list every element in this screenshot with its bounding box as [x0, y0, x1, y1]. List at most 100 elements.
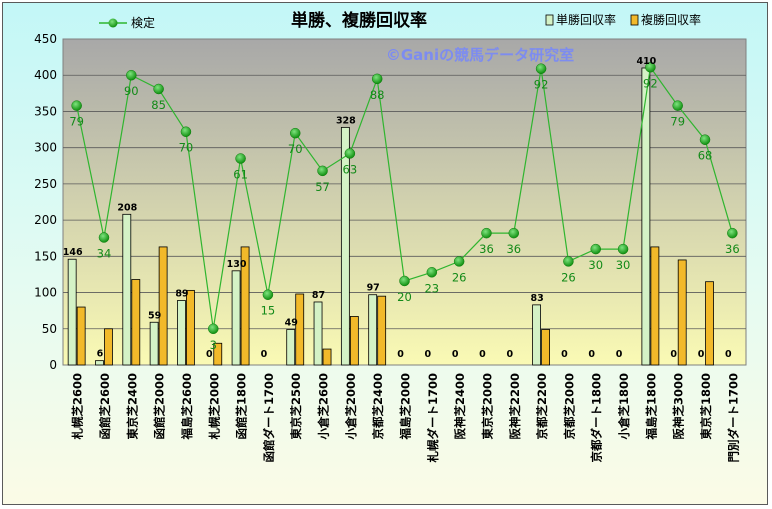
kentei-marker	[208, 323, 219, 335]
y-axis: 0 50 100 150 200 250 300 350 400 450	[34, 32, 57, 372]
x-tick-label: 福島芝2600	[180, 373, 194, 441]
bar-fukusho	[104, 328, 113, 366]
bar-value-label: 328	[336, 115, 356, 126]
bar-value-label: 130	[227, 259, 247, 270]
bar-value-label: 89	[175, 289, 188, 300]
kentei-marker	[153, 83, 164, 95]
x-tick-label: 小倉芝2600	[317, 373, 331, 441]
bar-value-label: 87	[312, 290, 325, 301]
kentei-value-label: 63	[343, 162, 358, 176]
bar-tansho	[368, 294, 378, 366]
legend-label-tansho: 単勝回収率	[556, 12, 616, 27]
kentei-marker	[289, 127, 301, 139]
bar-fukusho	[322, 348, 332, 366]
y-tick-label: 50	[42, 322, 57, 336]
x-tick-label: 函館ダート1700	[262, 373, 276, 463]
kentei-value-label: 36	[725, 242, 740, 256]
legend-label-fukusho: 複勝回収率	[641, 12, 701, 27]
bar-value-label: 6	[97, 349, 104, 360]
x-tick-label: 札幌芝2000	[207, 373, 221, 441]
bar-value-label: 0	[698, 349, 705, 360]
x-tick-label: 東京芝2500	[289, 373, 303, 440]
bar-value-label: 0	[479, 349, 486, 360]
legend-item-kentei: 検定	[99, 15, 155, 30]
bar-fukusho	[541, 329, 550, 366]
bar-fukusho	[240, 246, 250, 366]
bar-fukusho	[158, 246, 168, 366]
kentei-value-label: 85	[151, 98, 166, 112]
bar-value-label: 0	[725, 349, 732, 360]
y-tick-label: 100	[34, 286, 57, 300]
kentei-value-label: 70	[179, 141, 194, 155]
kentei-value-label: 30	[588, 258, 603, 272]
kentei-marker	[98, 232, 110, 243]
bar-value-label: 83	[530, 293, 543, 304]
x-tick-label: 函館芝1800	[235, 373, 249, 440]
kentei-marker	[317, 165, 328, 177]
x-tick-label: 門別ダート1700	[726, 373, 740, 463]
kentei-marker	[235, 153, 246, 164]
kentei-marker	[371, 73, 383, 85]
bar-value-label: 0	[561, 349, 568, 360]
x-tick-label: 福島芝2000	[399, 373, 413, 441]
kentei-marker	[399, 275, 410, 287]
kentei-value-label: 92	[534, 78, 549, 92]
legend: 検定 単勝回収率 複勝回収率	[99, 12, 701, 30]
kentei-marker	[699, 134, 711, 145]
bar-value-label: 0	[588, 349, 595, 360]
kentei-marker	[563, 256, 574, 267]
bar-fukusho	[349, 316, 359, 366]
x-tick-label: 函館芝2600	[98, 373, 112, 440]
kentei-marker	[590, 243, 601, 255]
y-tick-label: 150	[34, 249, 57, 263]
bar-tansho	[340, 126, 350, 366]
bar-tansho	[231, 270, 241, 366]
kentei-value-label: 68	[698, 149, 713, 163]
kentei-marker	[453, 256, 465, 267]
chart-title: 単勝、複勝回収率	[291, 10, 427, 31]
x-tick-label: 阪神芝2400	[453, 373, 467, 440]
kentei-value-label: 20	[397, 290, 412, 304]
y-tick-label: 0	[49, 358, 57, 372]
kentei-marker	[426, 267, 438, 278]
data-labels: 146 6 208 59 89 0 130 0 49 87 328 97 0 0 0 0 0 83 0 0 0 410 0 0…	[63, 56, 740, 360]
bar-tansho	[149, 321, 159, 366]
kentei-value-label: 79	[69, 115, 84, 129]
kentei-value-label: 57	[315, 180, 330, 194]
legend-swatch-tansho	[545, 14, 554, 26]
bar-fukusho	[677, 259, 687, 366]
kentei-value-label: 34	[97, 246, 112, 260]
kentei-value-label: 36	[479, 242, 494, 256]
bar-value-label: 0	[506, 349, 513, 360]
bar-fukusho	[650, 246, 660, 366]
y-tick-label: 300	[34, 141, 57, 155]
bar-tansho	[177, 300, 186, 366]
x-tick-label: 京都芝2000	[562, 373, 576, 440]
x-axis: 札幌芝2600 函館芝2600 東京芝2400 函館芝2000 福島芝2600 札幌芝20…	[71, 373, 741, 464]
bar-value-label: 97	[367, 283, 380, 294]
x-tick-label: 阪神芝3000	[672, 373, 686, 440]
bar-value-label: 146	[63, 247, 83, 258]
legend-item-tansho: 単勝回収率	[545, 12, 616, 27]
bar-tansho	[95, 360, 104, 366]
y-tick-label: 200	[34, 213, 57, 227]
kentei-marker	[727, 227, 738, 239]
legend-item-fukusho: 複勝回収率	[630, 12, 701, 27]
bar-value-label: 0	[670, 349, 677, 360]
kentei-marker	[180, 126, 192, 137]
kentei-value-label: 79	[670, 115, 685, 129]
kentei-value-label: 15	[261, 304, 276, 318]
kentei-value-label: 70	[288, 142, 303, 156]
y-tick-label: 450	[34, 32, 57, 46]
bar-fukusho	[131, 279, 141, 366]
kentei-marker	[535, 63, 547, 74]
bar-value-label: 0	[206, 349, 213, 360]
kentei-value-label: 3	[210, 338, 217, 352]
y-tick-label: 400	[34, 68, 57, 82]
x-tick-label: 札幌ダート1700	[426, 373, 440, 464]
bars	[67, 67, 714, 366]
y-tick-label: 350	[34, 104, 57, 118]
legend-label-kentei: 検定	[131, 15, 155, 30]
kentei-value-label: 23	[424, 281, 439, 295]
